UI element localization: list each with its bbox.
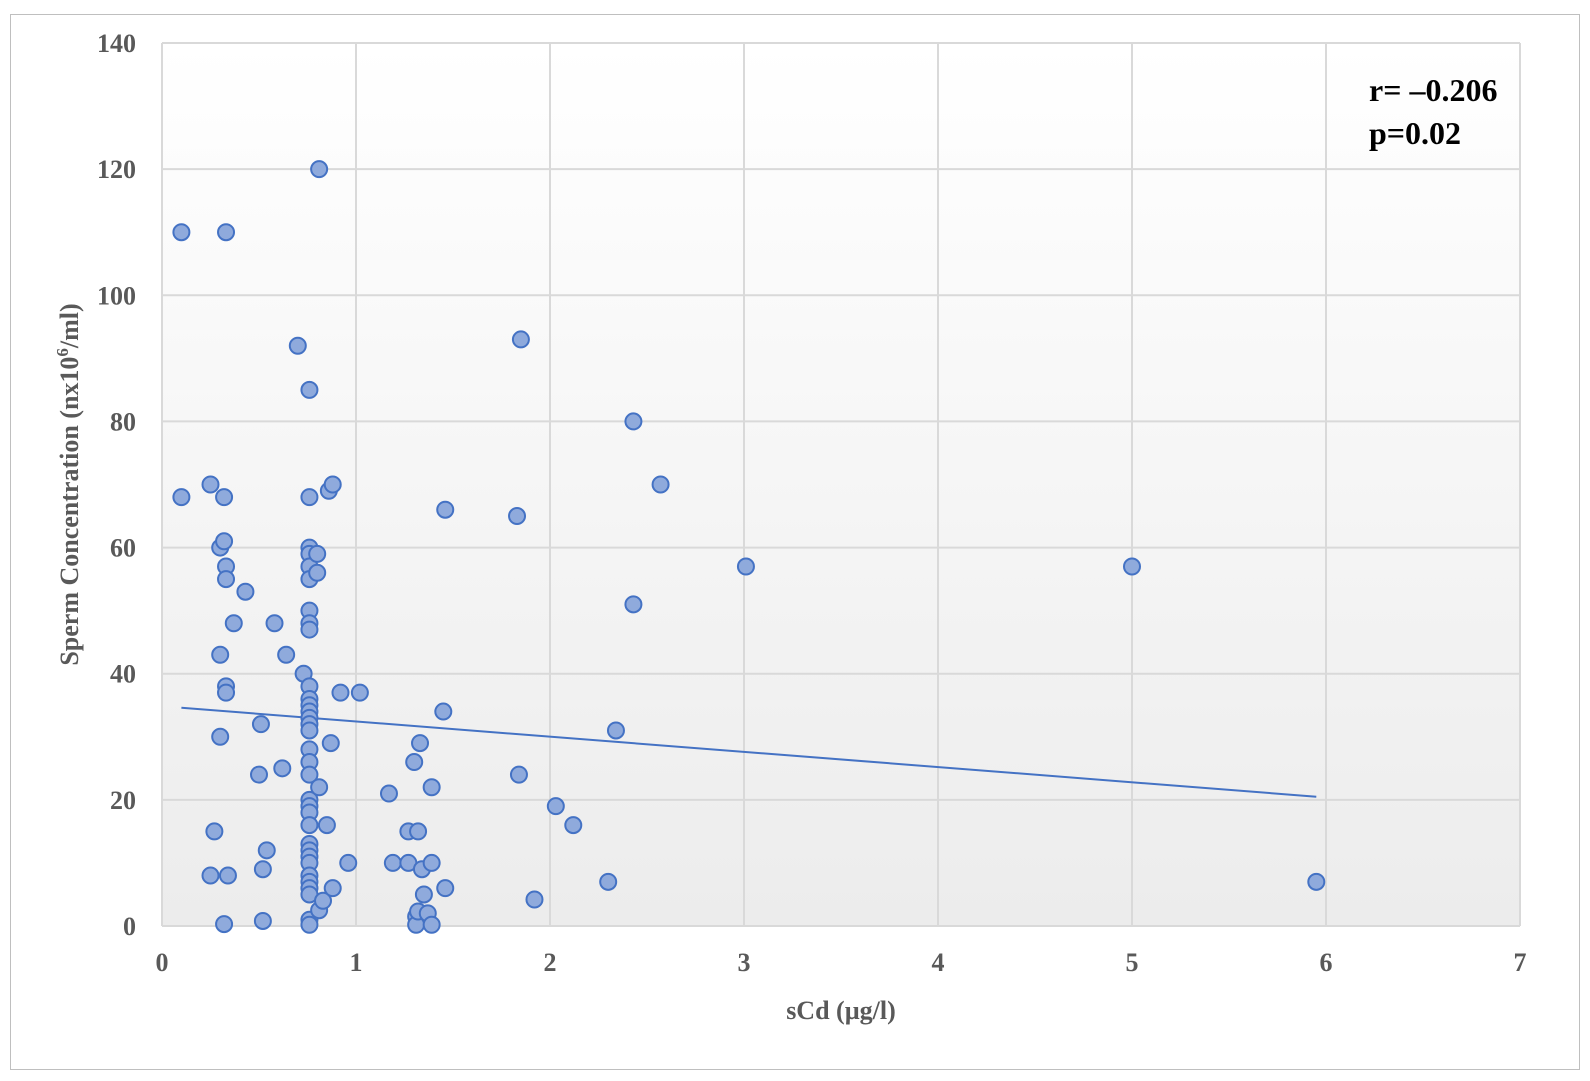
data-point	[1123, 557, 1141, 576]
data-point	[218, 866, 237, 885]
data-point	[434, 702, 453, 721]
data-point	[1307, 872, 1326, 891]
data-point	[606, 721, 625, 740]
data-point	[409, 822, 428, 841]
y-tick-label: 0	[123, 912, 136, 941]
data-point	[308, 563, 327, 582]
data-point	[236, 582, 255, 601]
data-point	[253, 860, 272, 879]
correlation-p-annotation: p=0.02	[1369, 115, 1461, 151]
data-point	[224, 614, 243, 633]
data-point	[288, 336, 307, 355]
y-tick-label: 100	[97, 281, 136, 310]
data-point	[321, 734, 340, 753]
data-point	[201, 866, 220, 885]
data-point	[508, 507, 527, 526]
y-tick-labels: 0 20 40 60 80 100 120 140	[97, 29, 136, 941]
data-point	[651, 475, 670, 494]
data-point	[411, 734, 430, 753]
data-point	[736, 557, 755, 576]
data-point	[300, 488, 319, 507]
data-point	[624, 595, 643, 614]
data-point	[211, 645, 230, 664]
data-point	[201, 475, 220, 494]
plot-area	[162, 43, 1520, 926]
data-point	[273, 759, 292, 778]
y-axis-title-unit: /ml)	[55, 303, 84, 349]
data-point	[310, 160, 329, 179]
y-axis-title: Sperm Concentration (nx106/ml)	[53, 303, 84, 665]
x-tick-label: 3	[738, 948, 751, 977]
data-point	[215, 532, 234, 551]
x-tick-label: 6	[1320, 948, 1333, 977]
y-tick-label: 40	[110, 660, 136, 689]
y-tick-label: 140	[97, 29, 136, 58]
data-point	[308, 544, 327, 563]
data-point	[300, 816, 319, 835]
x-tick-label: 0	[156, 948, 169, 977]
data-point	[511, 330, 530, 349]
data-points	[172, 160, 1326, 934]
data-point	[323, 879, 342, 898]
data-point	[379, 784, 398, 803]
data-point	[265, 614, 284, 633]
data-point	[217, 223, 236, 242]
data-point	[300, 380, 319, 399]
data-point	[253, 911, 272, 930]
data-point	[300, 721, 319, 740]
data-point	[277, 645, 296, 664]
data-point	[211, 727, 230, 746]
data-point	[172, 488, 191, 507]
x-tick-label: 1	[350, 948, 363, 977]
y-tick-label: 20	[110, 786, 136, 815]
data-point	[300, 915, 319, 934]
data-point	[436, 500, 455, 519]
data-point	[314, 891, 333, 910]
y-tick-label: 60	[110, 534, 136, 563]
data-point	[323, 475, 342, 494]
data-point	[215, 915, 234, 934]
x-tick-labels: 0 1 2 3 4 5 6 7	[156, 948, 1527, 977]
data-point	[624, 412, 643, 431]
data-point	[215, 488, 234, 507]
data-point	[599, 872, 618, 891]
data-point	[405, 753, 424, 772]
trend-line	[181, 706, 1317, 798]
data-point	[172, 223, 191, 242]
y-tick-label: 80	[110, 407, 136, 436]
data-point	[317, 816, 336, 835]
data-point	[525, 890, 544, 909]
data-point	[331, 683, 350, 702]
data-point	[350, 683, 369, 702]
data-point	[339, 853, 358, 872]
data-point	[509, 765, 528, 784]
x-axis-title: sCd (µg/l)	[786, 996, 896, 1025]
x-tick-label: 4	[932, 948, 945, 977]
data-point	[250, 765, 268, 784]
data-point	[564, 816, 583, 835]
y-axis-title-main: Sperm Concentration (nx10	[55, 357, 84, 666]
data-point	[436, 879, 455, 898]
y-axis-title-superscript: 6	[53, 348, 72, 357]
data-point	[300, 765, 319, 784]
data-point	[383, 853, 402, 872]
data-point	[205, 822, 224, 841]
data-point	[422, 778, 441, 797]
data-point	[546, 797, 565, 816]
x-tick-label: 2	[544, 948, 557, 977]
data-point	[300, 620, 319, 639]
data-point	[217, 570, 236, 589]
correlation-r-annotation: r= –0.206	[1369, 72, 1497, 108]
y-tick-label: 120	[97, 155, 136, 184]
x-tick-label: 7	[1514, 948, 1527, 977]
data-point	[310, 778, 329, 797]
x-tick-label: 5	[1126, 948, 1139, 977]
data-point	[422, 915, 441, 934]
data-point	[251, 715, 270, 734]
data-point	[422, 853, 441, 872]
data-point	[217, 683, 236, 702]
data-point	[414, 885, 433, 904]
data-point	[257, 841, 276, 860]
